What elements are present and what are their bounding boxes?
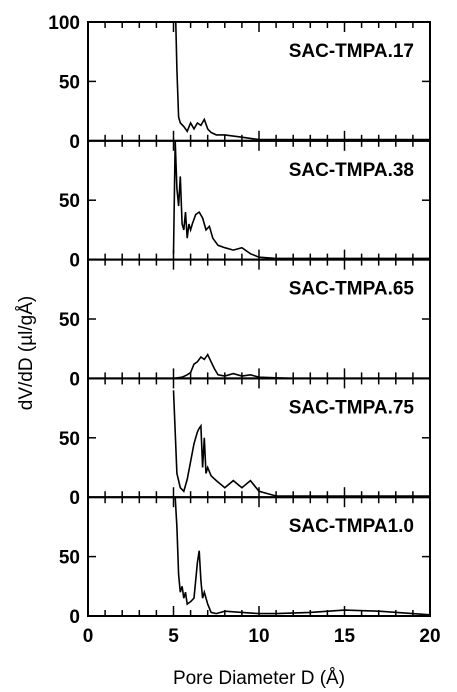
y-tick-label: 0: [69, 251, 80, 272]
y-tick-label: 100: [48, 13, 80, 34]
x-tick-label: 10: [248, 626, 269, 647]
panel-label: SAC-TMPA.65: [289, 279, 415, 300]
series-line: [174, 497, 430, 616]
panel-frame: [87, 21, 431, 142]
x-tick-label: 5: [168, 626, 179, 647]
series-line: [172, 140, 430, 260]
panel-label: SAC-TMPA1.0: [289, 516, 414, 537]
panel-label: SAC-TMPA.17: [289, 41, 414, 62]
panel-frame: [87, 139, 431, 261]
x-axis-title: Pore Diameter D (Å): [173, 668, 345, 689]
y-axis-title: dV/dD (µl/gÅ): [16, 296, 37, 410]
panel-label: SAC-TMPA.38: [289, 160, 414, 181]
panel-frame: [87, 377, 431, 499]
y-tick-label: 50: [59, 191, 80, 212]
x-tick-label: 15: [334, 626, 356, 647]
y-tick-label: 0: [69, 488, 80, 509]
y-tick-label: 50: [59, 429, 80, 450]
panel-label: SAC-TMPA.75: [289, 397, 415, 418]
y-tick-label: 0: [69, 132, 80, 153]
y-tick-label: 50: [59, 72, 80, 93]
panel-frame: [87, 496, 431, 618]
x-tick-label: 0: [83, 626, 94, 647]
panel-frame: [87, 258, 431, 380]
series-line: [172, 390, 430, 497]
y-tick-label: 0: [69, 369, 80, 390]
x-tick-label: 20: [419, 626, 440, 647]
series-line: [174, 22, 430, 141]
y-tick-label: 50: [59, 310, 80, 331]
y-tick-label: 50: [59, 548, 80, 569]
series-line: [88, 353, 430, 379]
y-tick-label: 0: [69, 607, 80, 628]
